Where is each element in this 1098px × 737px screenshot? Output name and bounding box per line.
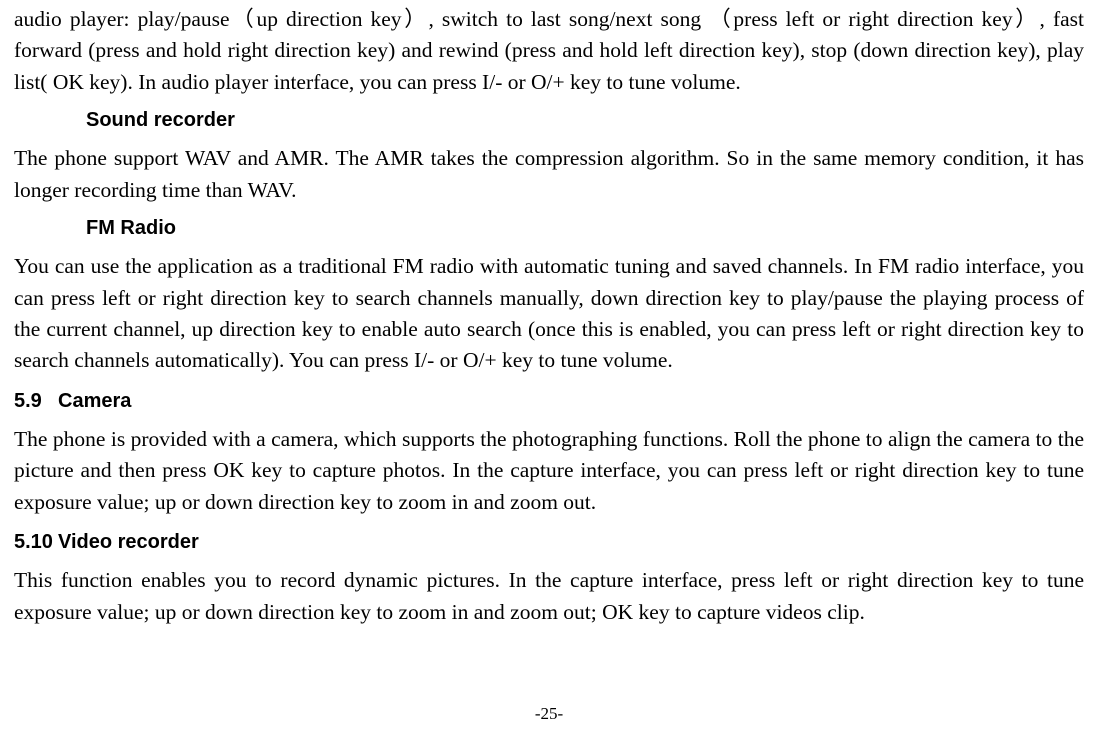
paragraph-audio-player: audio player: play/pause（up direction ke…: [14, 4, 1084, 98]
section-title: Video recorder: [58, 531, 199, 553]
section-title: Camera: [58, 390, 131, 412]
section-number: 5.10: [14, 528, 58, 557]
heading-camera: 5.9Camera: [14, 387, 1084, 416]
section-number: 5.9: [14, 387, 58, 416]
paragraph-fm-radio: You can use the application as a traditi…: [14, 251, 1084, 377]
paragraph-sound-recorder: The phone support WAV and AMR. The AMR t…: [14, 143, 1084, 206]
paragraph-camera: The phone is provided with a camera, whi…: [14, 424, 1084, 518]
document-page: audio player: play/pause（up direction ke…: [0, 0, 1098, 737]
heading-video-recorder: 5.10Video recorder: [14, 528, 1084, 557]
heading-fm-radio: FM Radio: [86, 214, 1084, 243]
heading-sound-recorder: Sound recorder: [86, 106, 1084, 135]
page-number: -25-: [0, 702, 1098, 727]
paragraph-video-recorder: This function enables you to record dyna…: [14, 565, 1084, 628]
